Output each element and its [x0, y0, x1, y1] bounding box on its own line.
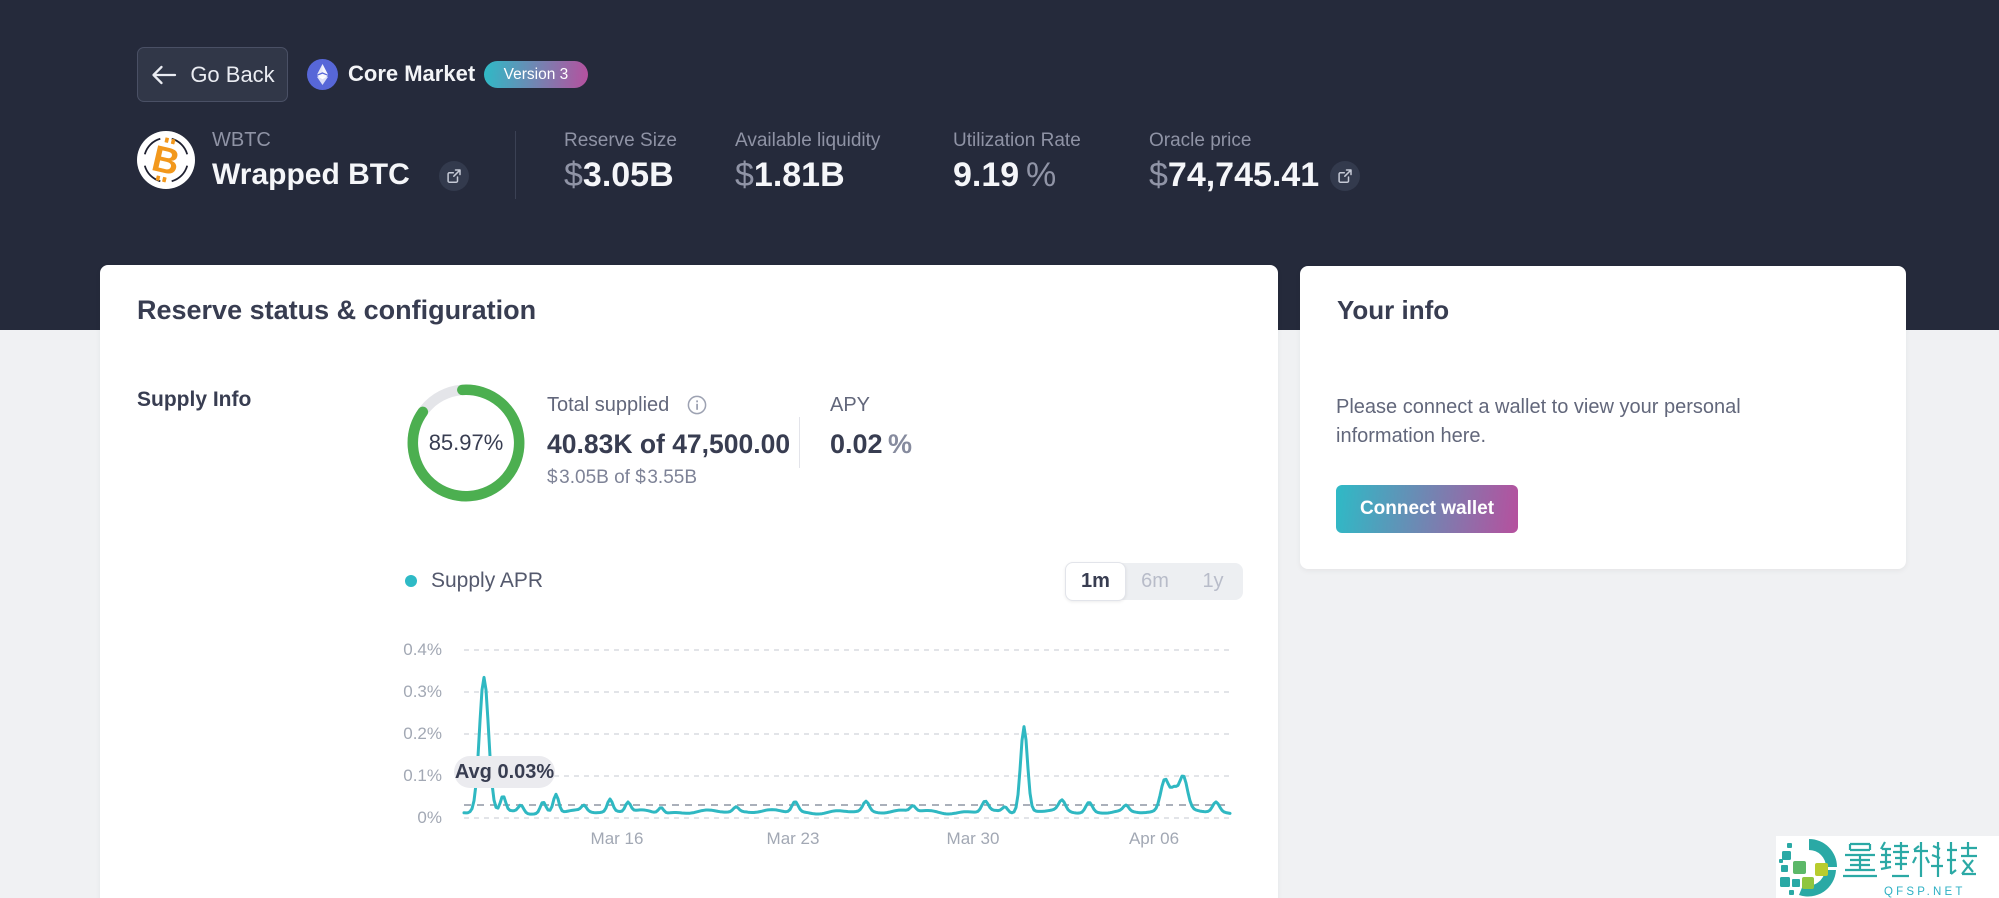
svg-text:QFSP.NET: QFSP.NET	[1884, 886, 1966, 898]
